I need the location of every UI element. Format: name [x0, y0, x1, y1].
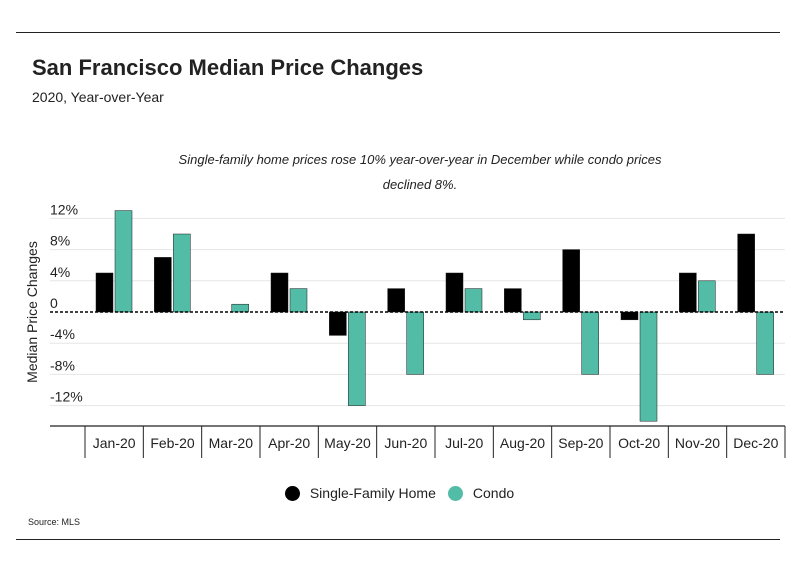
bar-condo	[464, 288, 483, 313]
bar-condo	[231, 303, 249, 313]
bottom-rule	[16, 539, 780, 540]
x-tick-label: Jul-20	[445, 435, 483, 451]
legend-label-single-family: Single-Family Home	[309, 485, 436, 501]
bar-single-family	[95, 272, 114, 313]
y-axis-label: Median Price Changes	[24, 241, 40, 383]
bar-single-family	[679, 272, 697, 313]
x-tick-label: Aug-20	[500, 435, 545, 451]
legend-item-single-family: Single-Family Home	[284, 485, 436, 501]
x-tick-label: Jan-20	[93, 435, 136, 451]
source-note: Source: MLS	[28, 517, 81, 527]
bar-single-family	[562, 249, 580, 313]
bar-condo	[348, 311, 366, 406]
top-rule	[16, 32, 780, 33]
legend-item-condo: Condo	[447, 485, 515, 501]
legend-swatch-single-family	[284, 485, 300, 501]
bar-single-family	[387, 288, 405, 313]
axes	[50, 311, 786, 458]
bar-condo	[581, 311, 599, 375]
x-tick-label: Jun-20	[384, 435, 427, 451]
bar-condo	[114, 210, 133, 313]
legend: Single-Family Home Condo	[0, 485, 799, 501]
y-tick-label: -8%	[50, 357, 75, 373]
bar-condo	[406, 311, 424, 375]
bar-single-family	[737, 233, 755, 313]
y-tick-label: 0	[50, 295, 58, 311]
bar-condo	[289, 288, 308, 313]
bar-condo	[173, 233, 191, 313]
bar-condo	[523, 311, 541, 321]
x-tick-label: Mar-20	[209, 435, 254, 451]
bar-single-family	[329, 311, 347, 336]
bar-single-family	[620, 311, 639, 321]
axis-labels: 12% 8% 4% 0 -4% -8% -12% Jan-20 Feb-20 Mar-20 Apr-…	[24, 201, 779, 451]
y-tick-label: -4%	[50, 326, 75, 342]
annotation-line-2: declined 8%.	[382, 177, 458, 192]
legend-swatch-condo	[447, 485, 463, 501]
y-tick-label: 4%	[50, 264, 70, 280]
bar-single-family	[504, 288, 522, 313]
x-tick-label: Apr-20	[268, 435, 310, 451]
bar-condo	[639, 311, 658, 422]
x-tick-label: Dec-20	[733, 435, 778, 451]
bars	[95, 210, 774, 422]
x-tick-label: Sep-20	[558, 435, 603, 451]
y-tick-label: 12%	[50, 201, 78, 217]
bar-condo	[756, 311, 774, 375]
x-tick-label: May-20	[324, 435, 371, 451]
bar-single-family	[154, 257, 172, 313]
bar-condo	[698, 280, 716, 313]
chart-subtitle: 2020, Year-over-Year	[32, 89, 164, 105]
chart-title: San Francisco Median Price Changes	[32, 55, 424, 80]
bar-single-family	[270, 272, 289, 313]
y-tick-label: 8%	[50, 233, 70, 249]
legend-label-condo: Condo	[472, 485, 515, 501]
x-tick-label: Nov-20	[675, 435, 720, 451]
x-tick-label: Oct-20	[618, 435, 660, 451]
chart-annotation: Single-family home prices rose 10% year-…	[160, 147, 680, 197]
annotation-line-1: Single-family home prices rose 10% year-…	[178, 152, 662, 167]
x-tick-label: Feb-20	[150, 435, 195, 451]
y-tick-label: -12%	[50, 389, 83, 405]
bar-single-family	[445, 272, 464, 313]
